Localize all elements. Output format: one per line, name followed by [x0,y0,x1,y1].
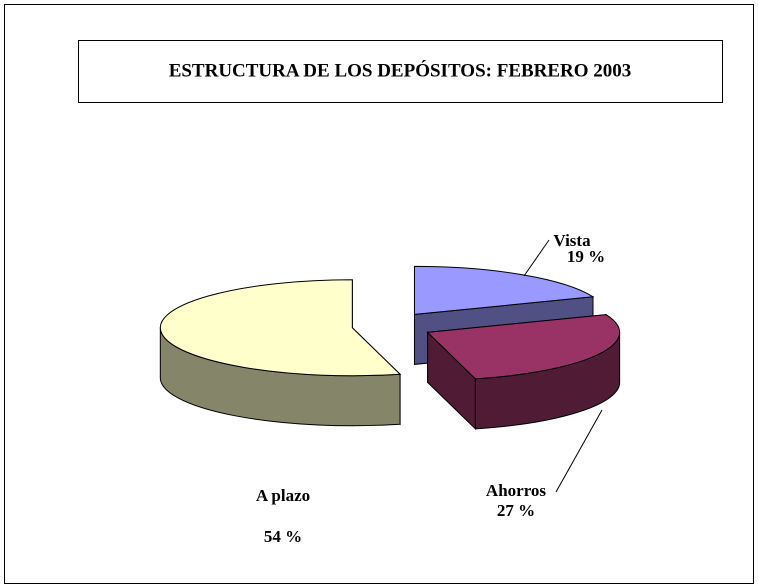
slice [413,265,595,315]
leader-line [523,239,550,277]
slice [426,314,621,380]
slice [159,279,402,377]
slice-value-label: 27 % [497,501,535,520]
slice-label: Ahorros [486,481,547,500]
slice-value-label: 54 % [264,527,302,546]
pie [159,265,621,431]
leader-line [555,409,603,493]
slice-label: Vista [553,231,591,250]
slice-value-label: 19 % [567,247,605,266]
title-box [78,40,723,103]
slice-label: A plazo [256,486,310,505]
chart-title: ESTRUCTURA DE LOS DEPÓSITOS: FEBRERO 200… [169,59,632,81]
